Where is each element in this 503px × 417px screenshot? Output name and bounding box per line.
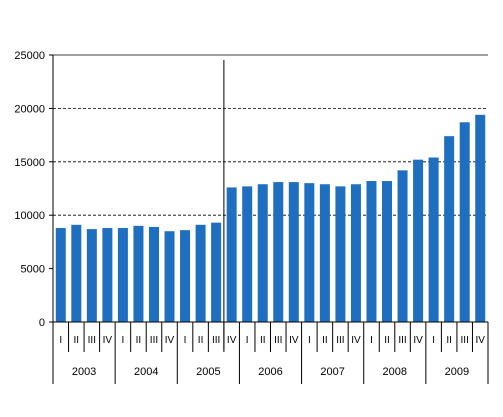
quarter-label: IV [165,335,175,346]
quarter-label: II [260,335,266,346]
bar [55,228,66,322]
y-tick-label: 0 [39,317,45,329]
bar [273,182,284,322]
quarter-label: IV [227,335,237,346]
quarter-label: IV [413,335,423,346]
year-label: 2008 [383,366,407,378]
quarter-label: IV [289,335,299,346]
quarter-label: IV [103,335,113,346]
bar [428,157,439,322]
quarter-label: II [136,335,142,346]
bar [257,184,268,322]
bar [319,184,330,322]
bar [413,159,424,322]
year-label: 2003 [72,366,96,378]
y-tick-label: 10000 [14,210,45,222]
quarter-label: III [461,335,469,346]
quarter-label: III [88,335,96,346]
quarter-label: II [322,335,328,346]
bar [71,224,82,322]
quarter-label: I [59,335,62,346]
bar [211,222,222,322]
quarter-label: I [370,335,373,346]
y-tick-label: 20000 [14,103,45,115]
y-tick-labels: 0 5000 10000 15000 20000 25000 [14,50,45,329]
bar [382,181,393,322]
bar [475,114,486,322]
quarter-label: III [336,335,344,346]
quarter-label: IV [476,335,486,346]
bars [55,114,486,322]
quarter-label: I [246,335,249,346]
quarter-label: II [198,335,204,346]
year-label: 2004 [134,366,158,378]
axes [49,54,489,384]
year-label: 2007 [320,366,344,378]
year-label: 2005 [196,366,220,378]
x-tick-labels: I II III IV I II III IV I II III IV I II III IV I II III IV… [59,335,485,378]
quarter-label: I [432,335,435,346]
y-tick-label: 25000 [14,50,45,62]
bar [242,186,253,322]
bar [86,229,97,322]
quarter-label: II [446,335,452,346]
bar [304,183,315,322]
bar [397,170,408,322]
quarter-label: III [150,335,158,346]
y-tick-label: 15000 [14,157,45,169]
bar [444,136,455,322]
quarter-label: IV [351,335,361,346]
bar [335,186,346,322]
bar [117,228,128,322]
quarter-label: III [398,335,406,346]
quarter-label: III [274,335,282,346]
quarter-label: I [308,335,311,346]
bar [164,231,175,322]
year-label: 2006 [258,366,282,378]
quarter-label: II [384,335,390,346]
bar [102,228,113,322]
bar [226,187,237,322]
quarter-label: I [122,335,125,346]
quarter-label: I [184,335,187,346]
bar [148,226,159,322]
year-label: 2009 [445,366,469,378]
bar [180,230,191,322]
bar [366,181,377,322]
y-tick-label: 5000 [21,264,45,276]
quarter-label: III [212,335,220,346]
bar [133,225,144,322]
bar [195,224,206,322]
bar [350,184,361,322]
bar [459,122,470,322]
bar [288,182,299,322]
quarter-label: II [74,335,80,346]
